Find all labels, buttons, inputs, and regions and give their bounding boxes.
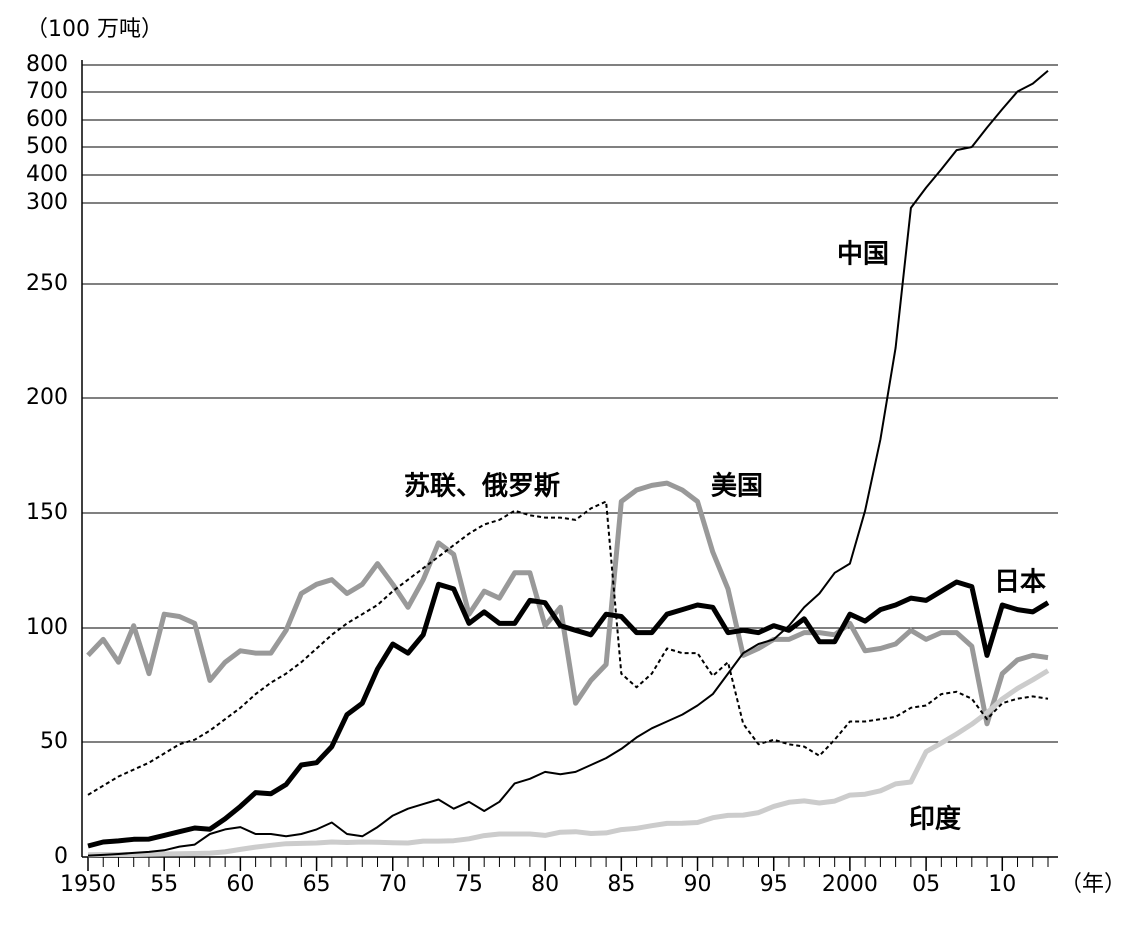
series-line	[87, 69, 1049, 857]
y-tick-label: 50	[40, 729, 68, 754]
y-tick-label: 0	[54, 844, 68, 869]
x-tick-label: 80	[531, 872, 559, 897]
y-tick-label: 150	[26, 500, 68, 525]
series-label: 日本	[994, 568, 1046, 598]
x-unit: （年）	[1060, 872, 1124, 897]
y-tick-label: 600	[26, 107, 68, 132]
y-tick-label: 300	[26, 190, 68, 215]
y-tick-label: 400	[26, 162, 68, 187]
series-line	[86, 480, 1049, 727]
y-tick-label: 250	[26, 271, 68, 296]
series-label: 苏联、俄罗斯	[404, 472, 560, 502]
x-tick-label: 85	[607, 872, 635, 897]
y-tick-label: 700	[26, 79, 68, 104]
x-tick-label: 2000	[822, 872, 878, 897]
y-tick-label: 200	[26, 385, 68, 410]
x-tick-label: 10	[988, 872, 1016, 897]
x-tick-label: 60	[226, 872, 254, 897]
x-tick-label: 95	[760, 872, 788, 897]
y-tick-label: 100	[26, 615, 68, 640]
series-label: 中国	[837, 240, 889, 270]
series-label: 印度	[909, 804, 961, 835]
y-tick-label: 800	[26, 52, 68, 77]
series-line	[87, 579, 1050, 849]
x-tick-label: 05	[912, 872, 940, 897]
x-tick-label: 65	[303, 872, 331, 897]
x-tick-label: 55	[150, 872, 178, 897]
x-tick-label: 70	[379, 872, 407, 897]
x-tick-label: 75	[455, 872, 483, 897]
series-line	[87, 500, 1049, 796]
series-label: 美国	[711, 471, 763, 502]
y-tick-label: 500	[26, 134, 68, 159]
series-line	[87, 668, 1050, 858]
x-tick-label: 90	[684, 872, 712, 897]
y-unit: （100 万吨）	[26, 17, 163, 42]
x-tick-label: 1950	[60, 872, 116, 897]
